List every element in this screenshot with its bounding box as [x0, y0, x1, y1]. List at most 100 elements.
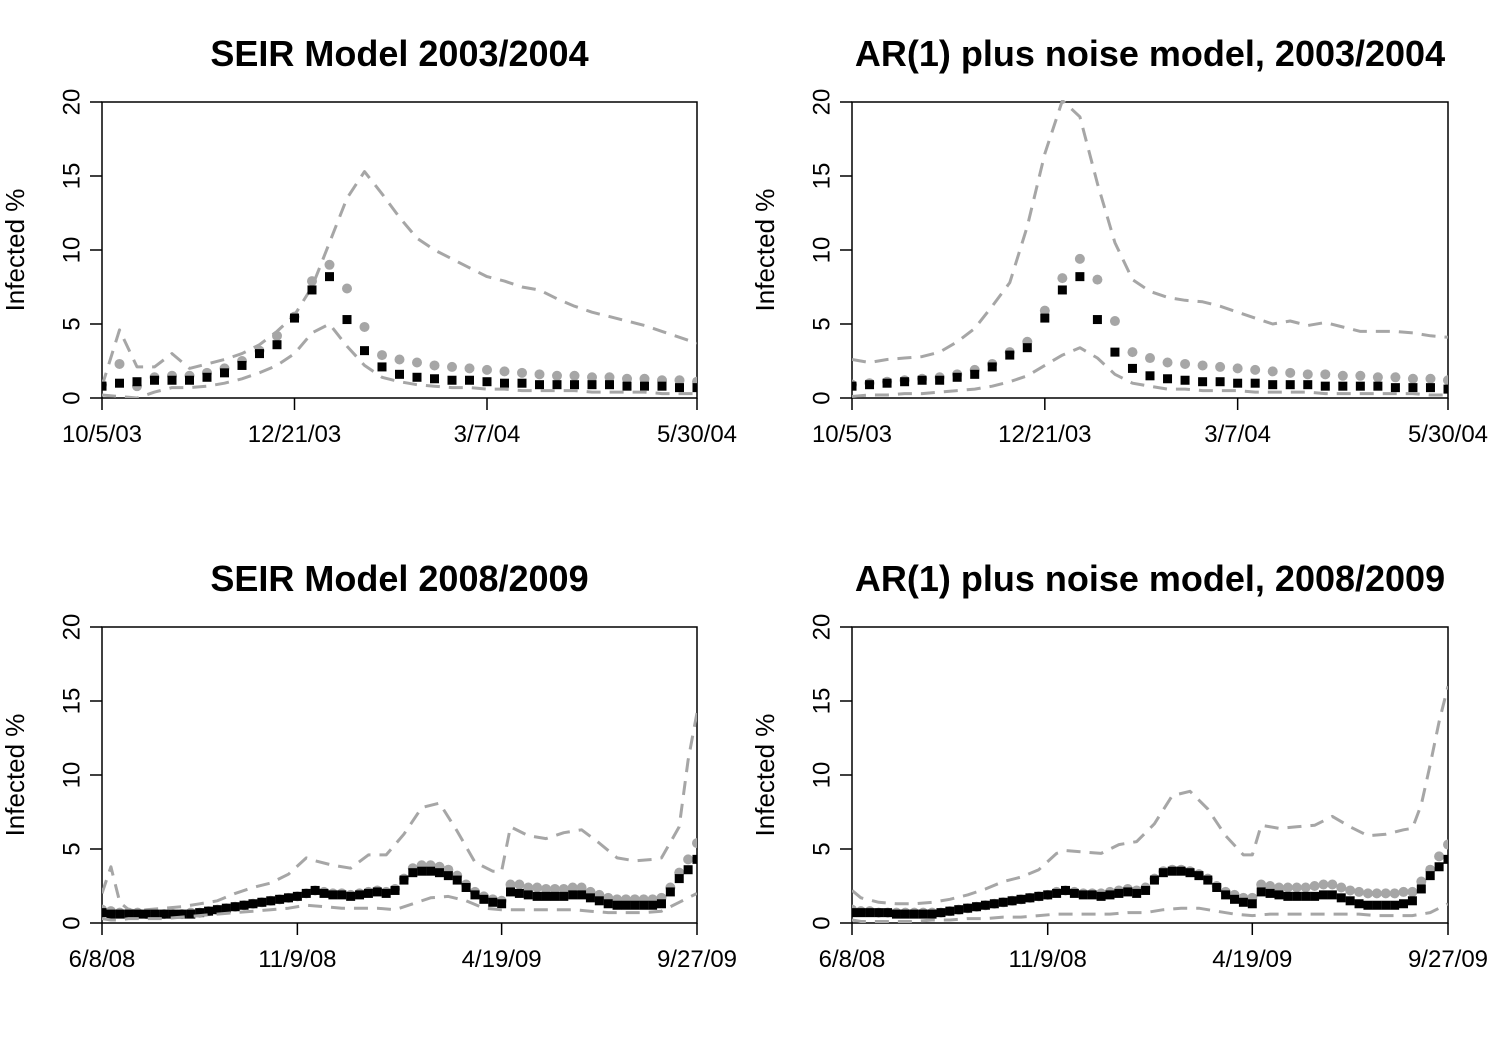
- observed-point: [692, 383, 697, 393]
- observed-point: [674, 874, 684, 884]
- observed-point: [1034, 891, 1044, 901]
- observed-point: [648, 900, 658, 910]
- observed-point: [639, 900, 649, 910]
- observed-point: [1145, 371, 1155, 381]
- posterior-mean-point: [549, 883, 560, 894]
- observed-point: [372, 887, 382, 897]
- y-tick-label: 20: [809, 89, 836, 116]
- posterior-mean-point: [1282, 882, 1293, 893]
- observed-point: [177, 909, 187, 919]
- posterior-mean-point: [1380, 888, 1391, 899]
- observed-point: [408, 868, 418, 878]
- observed-point: [1310, 891, 1320, 901]
- observed-point: [675, 383, 684, 393]
- observed-point: [1069, 888, 1079, 898]
- posterior-mean-point: [412, 357, 422, 368]
- posterior-mean-point: [1273, 882, 1284, 893]
- plot-area: [102, 170, 697, 398]
- observed-point: [1443, 384, 1448, 394]
- observed-point: [479, 894, 489, 904]
- posterior-mean-point: [377, 350, 387, 361]
- lower-interval-line: [102, 892, 697, 922]
- observed-point: [1338, 381, 1348, 391]
- observed-point: [900, 377, 910, 387]
- y-axis-label: Infected %: [0, 714, 30, 837]
- x-tick-label: 11/9/08: [1009, 946, 1087, 973]
- observed-point: [523, 890, 533, 900]
- observed-point: [1292, 891, 1302, 901]
- observed-point: [1320, 381, 1330, 391]
- posterior-mean-point: [514, 879, 525, 890]
- observed-point: [1025, 893, 1035, 903]
- observed-point: [266, 896, 276, 906]
- observed-point: [1123, 887, 1133, 897]
- upper-interval-line: [102, 170, 697, 387]
- observed-point: [319, 888, 329, 898]
- observed-point: [159, 909, 169, 919]
- posterior-mean-point: [1416, 876, 1427, 887]
- observed-point: [1407, 896, 1417, 906]
- posterior-mean-point: [1318, 879, 1329, 890]
- observed-point: [972, 902, 982, 912]
- observed-point: [657, 381, 667, 391]
- observed-point: [204, 906, 214, 916]
- x-tick-label: 12/21/03: [998, 421, 1091, 448]
- observed-point: [874, 908, 884, 918]
- observed-point: [395, 369, 404, 379]
- observed-point: [325, 272, 334, 282]
- x-tick-label: 5/30/04: [1408, 421, 1488, 448]
- observed-point: [603, 899, 613, 909]
- posterior-mean-point: [1336, 882, 1347, 893]
- observed-point: [1303, 380, 1313, 390]
- upper-interval-line: [852, 100, 1448, 364]
- observed-point: [1230, 894, 1240, 904]
- posterior-mean-point: [1127, 347, 1138, 358]
- y-tick-label: 5: [809, 842, 836, 855]
- x-tick-label: 12/21/03: [248, 421, 341, 448]
- observed-point: [594, 896, 604, 906]
- observed-point: [605, 380, 614, 390]
- posterior-mean-point: [1443, 375, 1448, 386]
- observed-point: [1336, 893, 1346, 903]
- observed-point: [1040, 313, 1050, 323]
- observed-point: [1114, 888, 1124, 898]
- observed-point: [417, 866, 427, 876]
- observed-point: [248, 899, 258, 909]
- observed-point: [1354, 899, 1364, 909]
- observed-point: [1052, 888, 1062, 898]
- x-tick-label: 6/8/08: [69, 946, 136, 973]
- observed-point: [1373, 381, 1383, 391]
- y-tick-label: 10: [59, 762, 86, 789]
- observed-point: [1443, 854, 1448, 864]
- observed-point: [917, 375, 927, 385]
- posterior-mean-point: [674, 375, 685, 386]
- posterior-mean-point: [523, 882, 534, 893]
- observed-point: [497, 899, 507, 909]
- observed-point: [1075, 272, 1085, 282]
- y-tick-label: 20: [59, 89, 86, 116]
- observed-point: [346, 891, 356, 901]
- posterior-mean-point: [324, 259, 335, 270]
- posterior-mean-point: [1371, 888, 1382, 899]
- posterior-mean-point: [482, 364, 492, 375]
- observed-point: [954, 905, 964, 915]
- posterior-mean-point: [534, 369, 545, 380]
- observed-point: [150, 375, 159, 385]
- observed-point: [927, 909, 937, 919]
- posterior-mean-point: [1265, 881, 1276, 891]
- observed-point: [292, 891, 302, 901]
- observed-point: [272, 340, 282, 350]
- observed-point: [1416, 884, 1426, 894]
- posterior-mean-point: [692, 838, 697, 849]
- observed-point: [1167, 866, 1177, 876]
- observed-point: [1198, 377, 1208, 387]
- posterior-mean-point: [622, 373, 632, 384]
- observed-point: [656, 899, 666, 909]
- posterior-mean-point: [1197, 360, 1208, 371]
- observed-point: [1425, 383, 1435, 393]
- posterior-mean-point: [552, 370, 562, 381]
- posterior-mean-point: [307, 276, 317, 287]
- x-tick-label: 10/5/03: [62, 421, 142, 448]
- plot-area: [852, 100, 1448, 398]
- observed-point: [186, 909, 196, 919]
